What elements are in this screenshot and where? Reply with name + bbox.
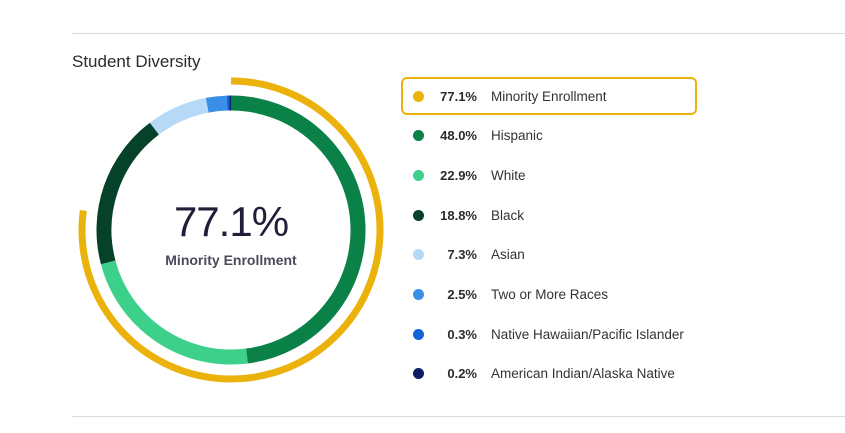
slice-white[interactable] — [100, 260, 248, 365]
legend-pct: 77.1% — [440, 88, 477, 104]
diversity-donut-chart — [78, 77, 384, 383]
legend-dot — [413, 209, 424, 221]
legend-item-white[interactable]: 22.9% White — [401, 156, 697, 194]
legend-dot — [413, 288, 424, 300]
legend-label: Black — [491, 207, 525, 223]
center-value: 77.1% — [173, 198, 289, 245]
slice-black[interactable] — [96, 122, 160, 265]
slice-asian[interactable] — [149, 97, 209, 135]
legend-pct: 0.2% — [447, 366, 477, 382]
legend-dot — [413, 90, 424, 102]
legend-item-two-or-more-races[interactable]: 2.5% Two or More Races — [401, 275, 697, 313]
legend-pct: 0.3% — [447, 326, 477, 342]
center-label: Minority Enrollment — [165, 252, 297, 268]
legend-pct: 7.3% — [447, 247, 477, 263]
legend-dot — [413, 169, 424, 181]
legend-label: Native Hawaiian/Pacific Islander — [491, 326, 684, 342]
legend-pct: 22.9% — [440, 167, 477, 183]
legend-dot — [413, 328, 424, 340]
bottom-divider — [72, 416, 845, 417]
legend-item-black[interactable]: 18.8% Black — [401, 196, 697, 234]
legend-label: White — [491, 167, 526, 183]
legend-item-asian[interactable]: 7.3% Asian — [401, 236, 697, 274]
legend-item-minority-enrollment[interactable]: 77.1% Minority Enrollment — [401, 77, 697, 115]
legend: 77.1% Minority Enrollment 48.0% Hispanic 2… — [401, 77, 721, 395]
legend-item-american-indian[interactable]: 0.2% American Indian/Alaska Native — [401, 355, 697, 393]
legend-label: Minority Enrollment — [491, 88, 607, 104]
outer-ring-minority-enrollment — [78, 77, 384, 383]
slice-two-or-more-races[interactable] — [205, 95, 228, 113]
legend-label: Hispanic — [491, 128, 543, 144]
legend-dot — [413, 130, 424, 142]
section-title: Student Diversity — [72, 52, 201, 71]
legend-label: Two or More Races — [491, 286, 609, 302]
legend-item-native-hawaiian[interactable]: 0.3% Native Hawaiian/Pacific Islander — [401, 315, 697, 353]
legend-dot — [413, 368, 424, 380]
legend-dot — [413, 249, 424, 261]
legend-pct: 18.8% — [440, 207, 477, 223]
legend-pct: 48.0% — [440, 128, 477, 144]
legend-label: American Indian/Alaska Native — [491, 366, 675, 382]
top-divider — [72, 33, 845, 34]
legend-label: Asian — [491, 247, 525, 263]
legend-item-hispanic[interactable]: 48.0% Hispanic — [401, 117, 697, 155]
slice-hispanic[interactable] — [230, 95, 366, 364]
legend-pct: 2.5% — [447, 286, 477, 302]
